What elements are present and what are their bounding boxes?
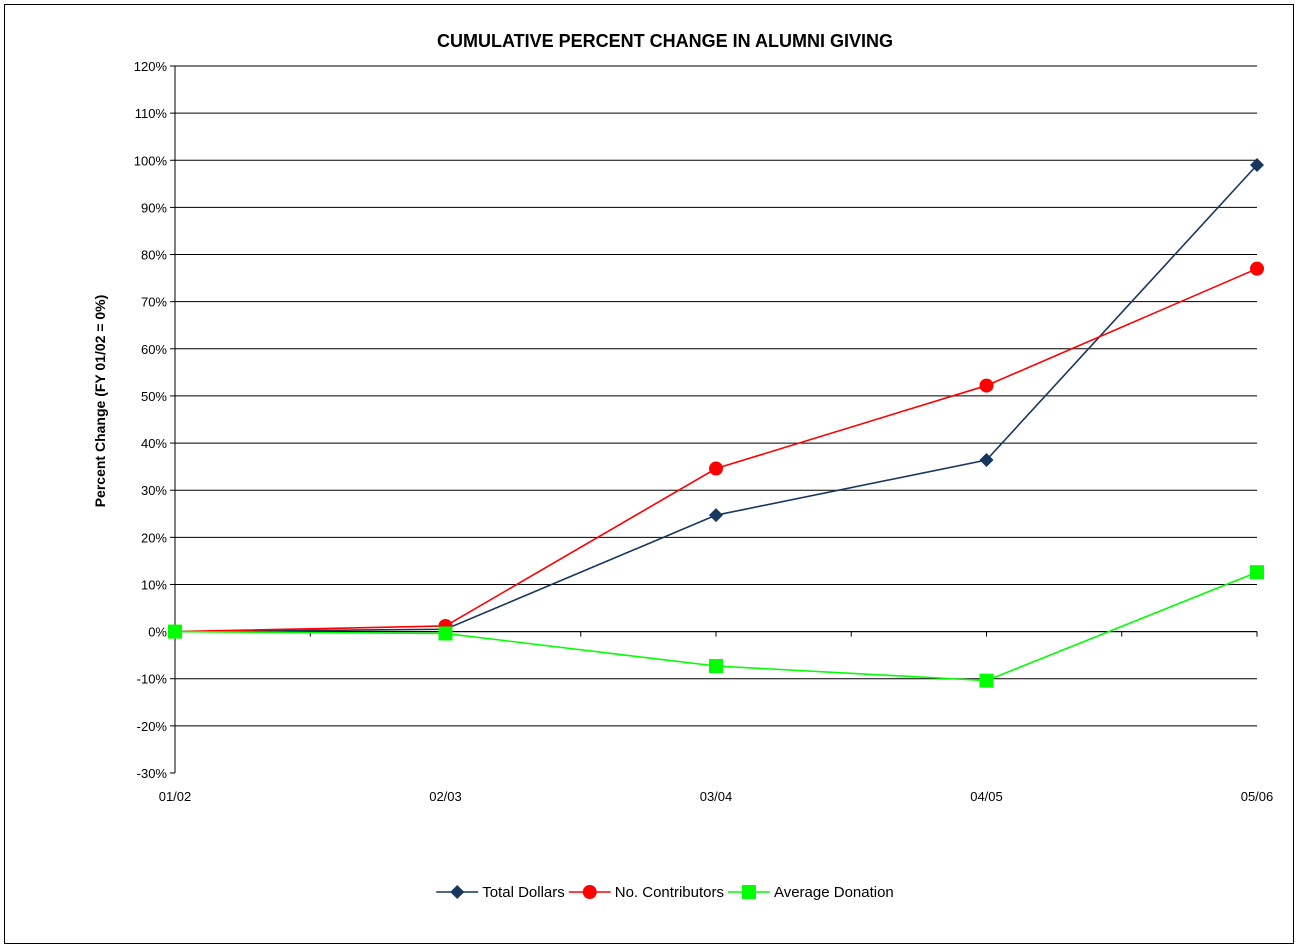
no-contributors-marker [709, 461, 723, 476]
series-layer [168, 157, 1264, 688]
y-tick-label: 90% [141, 200, 167, 215]
y-axis-label: Percent Change (FY 01/02 = 0%) [92, 295, 108, 508]
y-tick-label: 20% [141, 530, 167, 545]
y-tick-label: 30% [141, 483, 167, 498]
legend-marker [741, 885, 756, 899]
x-tick-label: 01/02 [159, 789, 192, 804]
x-tick-label: 02/03 [429, 789, 462, 804]
legend-item-average-donation: Average Donation [727, 884, 894, 901]
average-donation-marker [709, 659, 723, 674]
x-tick-label: 03/04 [700, 789, 733, 804]
gridlines [175, 65, 1257, 727]
y-tick-label: -30% [137, 766, 168, 781]
legend: Total Dollars No. Contributors Average Don… [436, 884, 894, 901]
axes: -30% -20% -10% 0% 10% 20% 30% 40% 50% 60% 70% 80% 90… [134, 59, 1274, 804]
legend-label: No. Contributors [615, 884, 724, 901]
total-dollars-marker [709, 508, 723, 523]
average-donation-series [168, 565, 1264, 688]
y-tick-label: 40% [141, 436, 167, 451]
y-tick-label: 80% [141, 248, 167, 263]
chart-title: CUMULATIVE PERCENT CHANGE IN ALUMNI GIVI… [437, 31, 893, 51]
no-contributors-marker [979, 378, 994, 393]
legend-marker [582, 885, 597, 899]
no-contributors-line [174, 267, 1258, 633]
y-tick-label: 70% [141, 295, 167, 310]
legend-label: Average Donation [774, 884, 894, 901]
average-donation-marker [438, 626, 453, 641]
no-contributors-series [168, 261, 1264, 639]
total-dollars-series [168, 157, 1264, 639]
average-donation-marker [168, 624, 182, 639]
average-donation-marker [1250, 565, 1264, 580]
x-tick-label: 04/05 [970, 789, 1003, 804]
y-tick-label: -10% [137, 672, 168, 687]
legend-item-total-dollars: Total Dollars [436, 884, 565, 901]
average-donation-marker [979, 673, 994, 688]
y-tick-label: 100% [134, 153, 168, 168]
y-tick-label: 50% [141, 389, 167, 404]
legend-label: Total Dollars [482, 884, 565, 901]
y-tick-label: 0% [148, 625, 167, 640]
y-tick-label: 120% [134, 59, 168, 74]
total-dollars-line [174, 164, 1258, 633]
y-tick-label: 110% [135, 106, 168, 121]
legend-marker [450, 885, 465, 899]
x-tick-label: 05/06 [1241, 789, 1274, 804]
total-dollars-marker [979, 453, 994, 468]
no-contributors-marker [1250, 261, 1264, 276]
legend-item-no-contributors: No. Contributors [568, 884, 724, 901]
total-dollars-marker [1250, 157, 1264, 172]
y-tick-label: -20% [137, 719, 168, 734]
y-tick-label: 60% [141, 342, 167, 357]
y-tick-label: 10% [141, 577, 167, 592]
